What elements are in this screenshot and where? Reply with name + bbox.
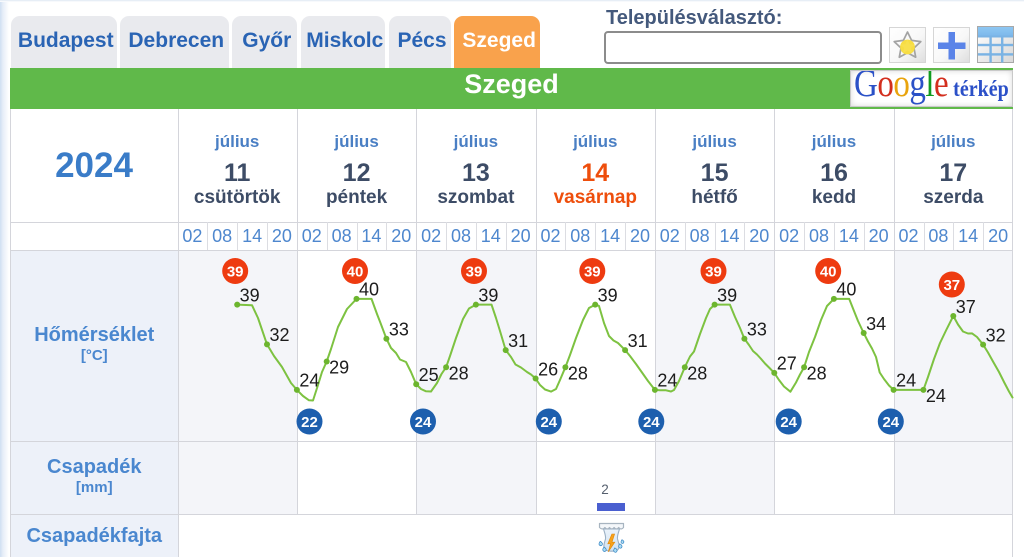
svg-text:40: 40 <box>820 263 837 280</box>
svg-text:24: 24 <box>882 414 899 431</box>
svg-text:25: 25 <box>419 365 439 385</box>
svg-text:28: 28 <box>807 363 827 383</box>
svg-text:24: 24 <box>657 371 677 391</box>
svg-text:39: 39 <box>478 285 498 305</box>
svg-text:39: 39 <box>717 285 737 305</box>
svg-text:37: 37 <box>956 297 976 317</box>
svg-text:40: 40 <box>347 263 364 280</box>
svg-text:37: 37 <box>943 277 960 294</box>
svg-text:28: 28 <box>687 363 707 383</box>
svg-text:31: 31 <box>628 331 648 351</box>
svg-text:39: 39 <box>240 285 260 305</box>
svg-text:32: 32 <box>986 325 1006 345</box>
svg-text:40: 40 <box>836 280 856 300</box>
svg-text:32: 32 <box>269 325 289 345</box>
svg-text:29: 29 <box>329 358 349 378</box>
svg-text:24: 24 <box>896 371 916 391</box>
svg-text:39: 39 <box>584 263 601 280</box>
svg-text:26: 26 <box>538 359 558 379</box>
svg-text:24: 24 <box>540 414 557 431</box>
svg-text:24: 24 <box>299 371 319 391</box>
svg-text:39: 39 <box>598 285 618 305</box>
svg-text:40: 40 <box>359 280 379 300</box>
svg-text:39: 39 <box>705 263 722 280</box>
svg-text:24: 24 <box>780 414 797 431</box>
svg-text:34: 34 <box>866 314 886 334</box>
svg-text:24: 24 <box>643 414 660 431</box>
svg-text:28: 28 <box>449 363 469 383</box>
svg-text:24: 24 <box>415 414 432 431</box>
svg-text:22: 22 <box>301 414 318 431</box>
svg-text:39: 39 <box>227 263 244 280</box>
svg-text:39: 39 <box>466 263 483 280</box>
svg-text:31: 31 <box>508 331 528 351</box>
svg-text:28: 28 <box>568 363 588 383</box>
svg-text:27: 27 <box>777 354 797 374</box>
svg-text:33: 33 <box>747 320 767 340</box>
svg-text:24: 24 <box>926 386 946 406</box>
svg-text:33: 33 <box>389 320 409 340</box>
